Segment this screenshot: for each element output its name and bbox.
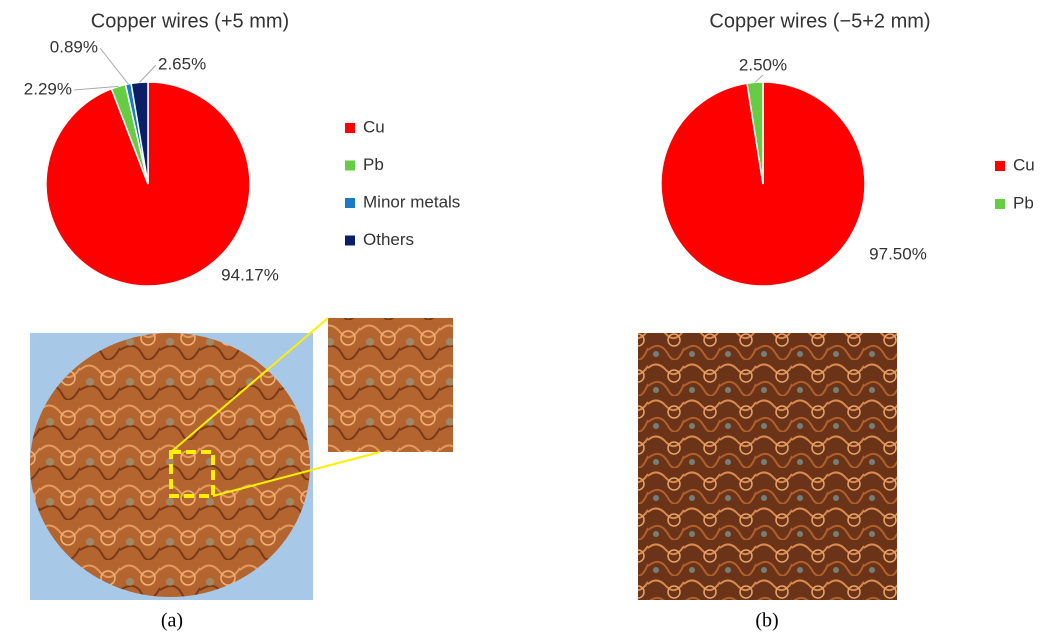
leader-line	[99, 47, 129, 85]
legend-swatch	[345, 123, 355, 133]
zoom-box	[169, 450, 215, 498]
chart-title: Copper wires (+5 mm)	[91, 10, 289, 32]
legend-swatch	[995, 199, 1005, 209]
data-label: 97.50%	[869, 244, 927, 263]
legend-label: Others	[363, 230, 414, 249]
data-label: 2.29%	[24, 79, 72, 98]
data-label: 94.17%	[221, 265, 279, 284]
legend-swatch	[995, 161, 1005, 171]
chart-title: Copper wires (−5+2 mm)	[709, 10, 930, 32]
leader-line	[73, 85, 119, 91]
photo-wires	[638, 333, 897, 600]
legend-label: Cu	[363, 117, 385, 136]
legend-label: Cu	[1013, 155, 1035, 174]
panel-caption: (b)	[755, 610, 778, 632]
data-label: 2.50%	[739, 55, 787, 74]
zoom-line	[212, 451, 381, 497]
leader-line	[754, 74, 764, 83]
data-label: 0.89%	[50, 37, 98, 56]
zoom-line	[170, 317, 329, 453]
legend-swatch	[345, 235, 355, 246]
photo-inset	[328, 318, 453, 452]
panel-caption: (a)	[161, 610, 183, 632]
legend-swatch	[345, 198, 355, 208]
data-label: 2.65%	[158, 54, 206, 73]
legend-label: Pb	[1013, 193, 1034, 212]
legend-swatch	[345, 160, 355, 171]
leader-line	[139, 64, 157, 83]
legend-label: Pb	[363, 155, 384, 174]
legend-label: Minor metals	[363, 192, 460, 211]
